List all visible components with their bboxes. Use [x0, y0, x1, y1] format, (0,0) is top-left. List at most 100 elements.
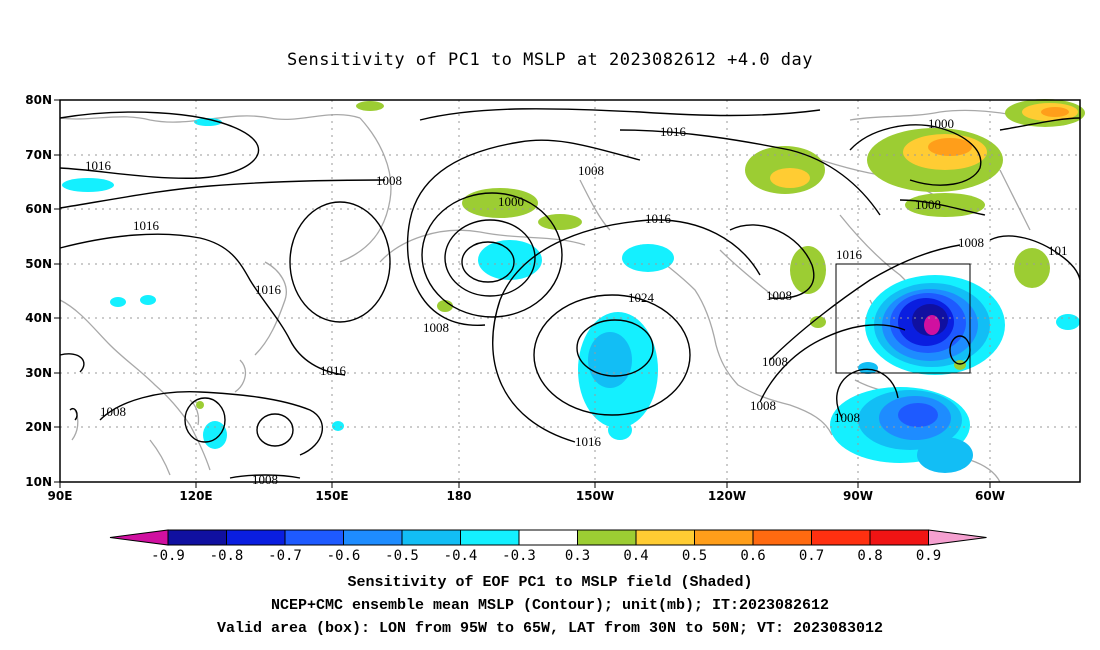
shade-positive — [356, 101, 384, 111]
caption-valid-area: Valid area (box): LON from 95W to 65W, L… — [216, 620, 884, 637]
lon-label: 180 — [446, 489, 471, 503]
contour-labels: 1016 1016 1008 1008 1000 1016 1016 1008 … — [85, 116, 1068, 487]
colorbar-tick-label: 0.6 — [740, 548, 765, 564]
colorbar-segment — [284, 529, 344, 546]
contour-line — [289, 201, 391, 323]
lon-label: 150W — [576, 489, 614, 503]
shade-positive — [1014, 248, 1050, 288]
colorbar-segment — [167, 529, 227, 546]
lat-label: 70N — [25, 148, 52, 162]
graticule — [60, 100, 1080, 482]
shade-positive — [196, 401, 204, 409]
shade-negative — [924, 315, 940, 335]
shade-positive — [538, 214, 582, 230]
colorbar-segment — [752, 529, 812, 546]
shade-positive — [770, 168, 810, 188]
colorbar-tick-label: -0.7 — [268, 548, 302, 564]
contour-label: 1008 — [915, 197, 941, 212]
colorbar-tick-label: 0.4 — [623, 548, 648, 564]
contour-line — [461, 241, 515, 283]
colorbar-tick-label: 0.9 — [916, 548, 941, 564]
shade-positive — [437, 300, 453, 312]
contour-label: 101 — [1048, 243, 1068, 258]
contour-label: 1008 — [100, 404, 126, 419]
contour-label: 1000 — [928, 116, 954, 131]
colorbar-segment — [635, 529, 695, 546]
contour-line — [256, 413, 294, 447]
caption-shading: Sensitivity of EOF PC1 to MSLP field (Sh… — [347, 574, 753, 591]
colorbar-tick-label: -0.4 — [444, 548, 478, 564]
caption-contour: NCEP+CMC ensemble mean MSLP (Contour); u… — [270, 597, 830, 614]
colorbar-segment — [518, 529, 578, 546]
map-border — [59, 99, 1081, 483]
contour-label: 1016 — [836, 247, 863, 262]
shade-negative — [858, 362, 878, 374]
colorbar-segment — [869, 529, 929, 546]
colorbar-segment — [226, 529, 286, 546]
shade-negative — [608, 420, 632, 440]
contour-label: 1000 — [498, 194, 524, 209]
shade-positive — [928, 138, 972, 156]
shade-positive — [810, 316, 826, 328]
lon-label: 60W — [975, 489, 1005, 503]
mslp-contours — [59, 108, 1081, 479]
shade-positive — [1041, 107, 1069, 117]
axis-ticks — [54, 99, 991, 488]
lat-label: 10N — [25, 475, 52, 489]
contour-label: 1008 — [958, 235, 984, 250]
colorbar-segment — [811, 529, 871, 546]
shade-negative — [478, 240, 542, 280]
contour-label: 1016 — [320, 363, 347, 378]
shade-negative — [917, 437, 973, 473]
contour-label: 1008 — [762, 354, 788, 369]
contour-label: 1016 — [85, 158, 112, 173]
colorbar-high-end — [928, 529, 987, 546]
lat-label: 50N — [25, 257, 52, 271]
lat-label: 60N — [25, 202, 52, 216]
contour-label: 1008 — [750, 398, 776, 413]
colorbar: -0.9 -0.8 -0.7 -0.6 -0.5 -0.4 -0.3 0.3 0.4 0.5 0.6… — [109, 529, 987, 564]
colorbar-segment — [577, 529, 637, 546]
colorbar-tick-label: -0.6 — [327, 548, 361, 564]
colorbar-low-end — [109, 529, 169, 546]
contour-line — [184, 397, 226, 443]
shade-positive — [462, 188, 538, 218]
colorbar-tick-label: -0.5 — [385, 548, 419, 564]
contour-label: 1016 — [255, 282, 282, 297]
shade-negative — [622, 244, 674, 272]
lon-label: 120W — [708, 489, 746, 503]
shade-negative — [140, 295, 156, 305]
colorbar-tick-label: -0.9 — [151, 548, 185, 564]
contour-label: 1008 — [834, 410, 860, 425]
colorbar-segment — [343, 529, 403, 546]
lon-label: 90W — [843, 489, 873, 503]
contour-line — [576, 319, 654, 377]
shade-negative — [62, 178, 114, 192]
colorbar-segment — [460, 529, 520, 546]
lat-label: 40N — [25, 311, 52, 325]
contour-label: 1016 — [645, 211, 672, 226]
contour-label: 1016 — [660, 124, 687, 139]
contour-label: 1008 — [578, 163, 604, 178]
valid-area-box — [835, 263, 971, 374]
lat-label: 80N — [25, 93, 52, 107]
lat-label: 20N — [25, 420, 52, 434]
colorbar-tick-label: -0.8 — [210, 548, 244, 564]
shade-negative — [1056, 314, 1080, 330]
shade-positive — [954, 360, 966, 370]
colorbar-tick-label: 0.3 — [565, 548, 590, 564]
shade-negative — [203, 421, 227, 449]
contour-label: 1016 — [133, 218, 160, 233]
lon-label: 150E — [315, 489, 348, 503]
page-title: Sensitivity of PC1 to MSLP at 2023082612… — [286, 50, 813, 70]
contour-line — [444, 219, 536, 297]
lat-label: 30N — [25, 366, 52, 380]
contour-line — [421, 192, 563, 318]
contour-label: 1016 — [575, 434, 602, 449]
latitude-labels: 80N 70N 60N 50N 40N 30N 20N 10N — [25, 93, 52, 489]
contour-label: 1024 — [628, 290, 655, 305]
shade-negative — [898, 403, 938, 427]
colorbar-tick-label: 0.5 — [682, 548, 707, 564]
longitude-labels: 90E 120E 150E 180 150W 120W 90W 60W — [48, 489, 1005, 503]
shade-negative — [110, 297, 126, 307]
